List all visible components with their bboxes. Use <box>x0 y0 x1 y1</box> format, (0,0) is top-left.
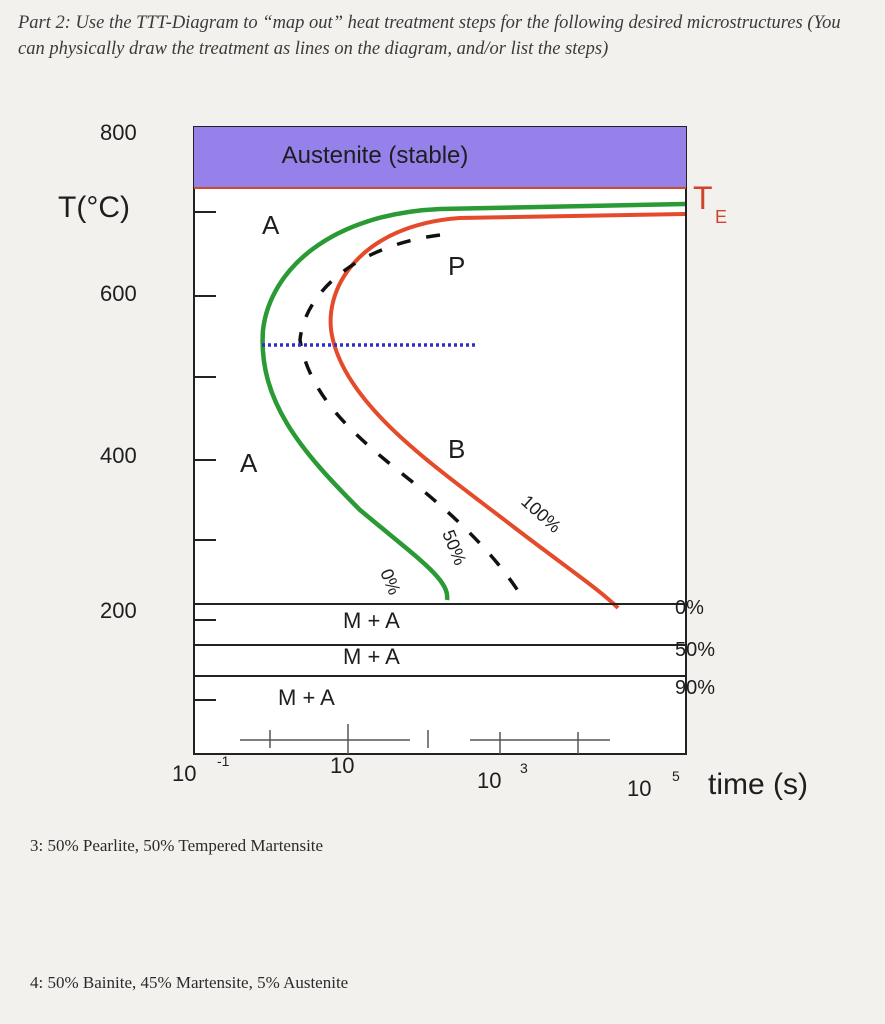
martensite-percent-0: 0% <box>675 597 704 619</box>
x-tick-1-base: 10 <box>330 753 354 778</box>
region-label-a-upper: A <box>262 210 280 240</box>
y-tick-marks <box>194 211 216 701</box>
x-tick-2-base: 10 <box>477 768 501 793</box>
finish-curve <box>328 212 686 610</box>
martensite-label-3: M + A <box>278 685 335 710</box>
martensite-lines <box>194 603 686 677</box>
region-label-bainite: B <box>448 434 465 464</box>
x-tick-3-exp: 5 <box>672 768 680 784</box>
problem-statement: Part 2: Use the TTT-Diagram to “map out”… <box>18 13 841 59</box>
x-tick-0-exp: -1 <box>217 753 230 769</box>
martensite-label-2: M + A <box>343 644 400 669</box>
austenite-band <box>194 127 686 188</box>
fifty-percent-curve <box>298 233 527 603</box>
te-label: T <box>693 180 713 216</box>
martensite-percent-50: 50% <box>675 639 715 661</box>
region-label-pearlite: P <box>448 251 465 281</box>
te-subscript: E <box>715 207 727 227</box>
x-tick-marks <box>240 724 610 754</box>
y-tick-400: 400 <box>100 443 137 468</box>
region-label-a-lower: A <box>240 448 258 478</box>
x-tick-0-base: 10 <box>172 761 196 786</box>
y-tick-200: 200 <box>100 598 137 623</box>
plot-frame <box>193 126 687 755</box>
austenite-band-label: Austenite (stable) <box>282 142 469 169</box>
y-tick-600: 600 <box>100 281 137 306</box>
y-tick-800: 800 <box>100 120 137 145</box>
martensite-percent-90: 90% <box>675 677 715 699</box>
start-curve <box>260 201 686 601</box>
x-tick-3-base: 10 <box>627 776 651 801</box>
martensite-label-1: M + A <box>343 608 400 633</box>
question-3: 3: 50% Pearlite, 50% Tempered Martensite <box>30 836 324 855</box>
y-axis-label: T(°C) <box>58 191 130 224</box>
x-axis-label: time (s) <box>708 768 808 801</box>
x-tick-2-exp: 3 <box>520 760 528 776</box>
question-4: 4: 50% Bainite, 45% Martensite, 5% Auste… <box>30 973 349 992</box>
